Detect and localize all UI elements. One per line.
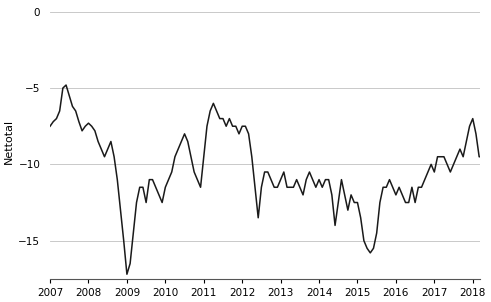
Y-axis label: Nettotal: Nettotal (4, 119, 14, 164)
